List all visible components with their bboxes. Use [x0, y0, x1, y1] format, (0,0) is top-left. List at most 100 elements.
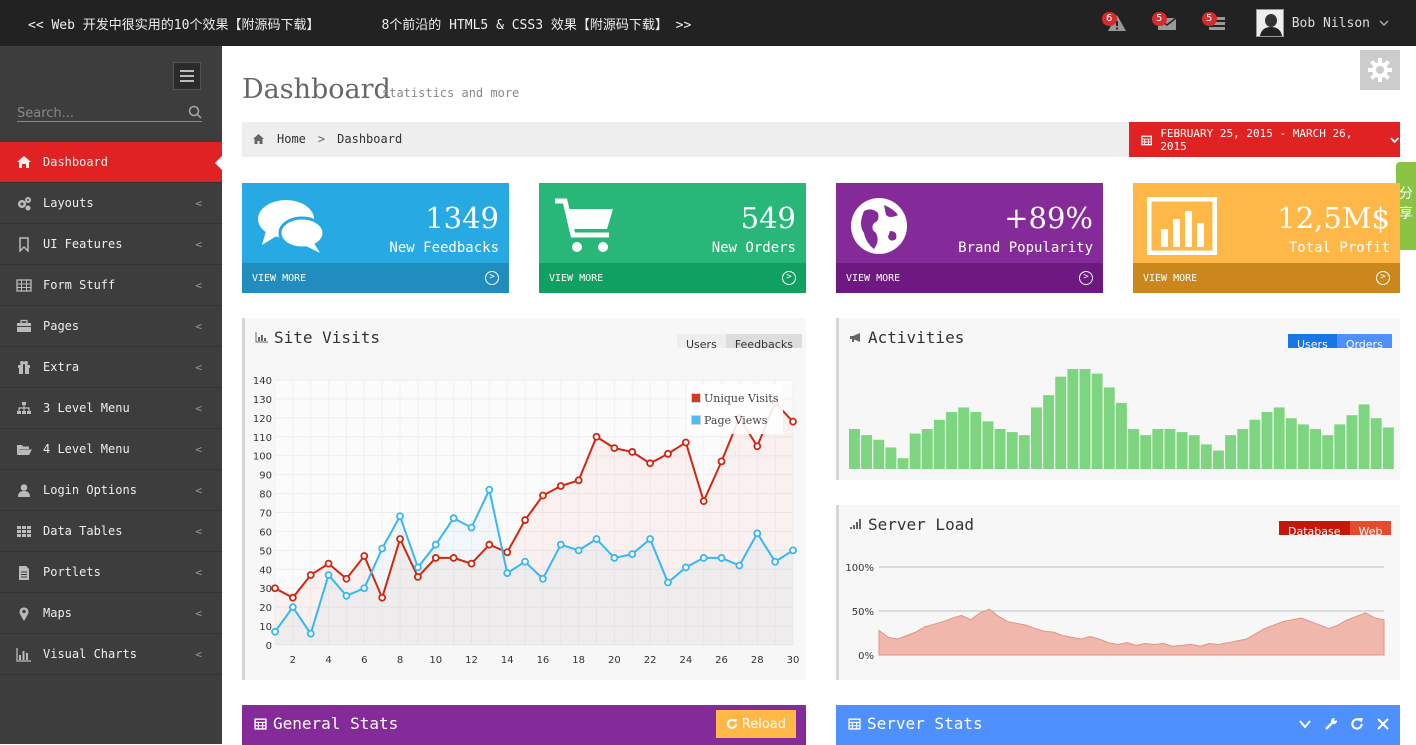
notifications-button[interactable]: 6	[1092, 6, 1142, 40]
tab-users[interactable]: Users	[677, 334, 726, 348]
sidebar-item-label: Dashboard	[43, 155, 109, 169]
sidebar-item-maps[interactable]: Maps <	[0, 593, 222, 634]
data-point	[449, 554, 458, 562]
data-point	[753, 442, 762, 451]
data-point	[664, 578, 672, 587]
tab-activities-users[interactable]: Users	[1288, 334, 1337, 348]
sidebar-item-portlets[interactable]: Portlets <	[0, 552, 222, 593]
view-more-link[interactable]: VIEW MORE >	[836, 263, 1103, 293]
data-point	[467, 559, 476, 568]
data-point	[699, 554, 708, 562]
data-point	[288, 593, 297, 602]
breadcrumb-current: Dashboard	[337, 132, 403, 146]
tab-web[interactable]: Web	[1349, 521, 1392, 535]
data-point	[610, 444, 619, 453]
bar-chart-icon	[1146, 196, 1218, 259]
sidebar-item-login-options[interactable]: Login Options <	[0, 470, 222, 511]
data-point	[378, 593, 387, 602]
stat-value: +89%	[1004, 201, 1093, 235]
x-tick-label: 28	[751, 655, 764, 666]
theme-settings-button[interactable]	[1360, 50, 1400, 90]
comments-icon	[256, 197, 326, 259]
data-point	[324, 559, 333, 568]
chevron-down-icon	[1389, 137, 1399, 143]
stat-label: Brand Popularity	[958, 240, 1093, 256]
user-menu[interactable]: Bob Nilson	[1255, 9, 1390, 37]
reload-button[interactable]: Reload	[715, 710, 796, 738]
data-point	[467, 523, 476, 532]
home-icon	[253, 134, 264, 144]
sidebar-item-4-level-menu[interactable]: 4 Level Menu <	[0, 429, 222, 470]
y-tick-label: 10	[259, 622, 272, 633]
th-icon	[15, 524, 32, 538]
next-article-link[interactable]: 8个前沿的 HTML5 & CSS3 效果【附源码下载】 >>	[381, 18, 692, 33]
wrench-icon[interactable]	[1324, 717, 1338, 731]
data-point	[664, 449, 672, 458]
sidebar-item-ui-features[interactable]: UI Features <	[0, 224, 222, 265]
breadcrumb-home-link[interactable]: Home	[277, 132, 306, 146]
sidebar-item-layouts[interactable]: Layouts <	[0, 183, 222, 224]
view-more-link[interactable]: VIEW MORE >	[1133, 263, 1400, 293]
tasks-button[interactable]: 5	[1192, 6, 1242, 40]
chevron-left-icon: <	[195, 484, 202, 497]
server-stats-title: Server Stats	[867, 714, 983, 733]
data-point	[324, 571, 333, 579]
data-point	[574, 546, 583, 555]
sidebar-item-visual-charts[interactable]: Visual Charts <	[0, 634, 222, 675]
search-icon[interactable]	[188, 105, 202, 119]
avatar	[1255, 9, 1284, 37]
prev-article-link[interactable]: << Web 开发中很实用的10个效果【附源码下载】	[28, 18, 320, 33]
sidebar-item-pages[interactable]: Pages <	[0, 306, 222, 347]
sidebar-toggle-button[interactable]	[173, 62, 201, 90]
sidebar-item-dashboard[interactable]: Dashboard	[0, 142, 223, 183]
site-visits-legend: Unique Visits Page Views	[687, 384, 783, 434]
sidebar-item-form-stuff[interactable]: Form Stuff <	[0, 265, 222, 306]
data-point	[396, 535, 404, 543]
activity-bar	[1006, 432, 1018, 469]
tab-activities-orders[interactable]: Orders	[1336, 334, 1392, 348]
legend-swatch-unique	[691, 393, 701, 403]
close-icon[interactable]	[1376, 717, 1390, 731]
general-stats-header: General Stats Reload	[242, 705, 806, 745]
data-point	[449, 514, 458, 523]
x-tick-label: 4	[325, 655, 331, 666]
tasks-badge: 5	[1201, 12, 1217, 26]
activity-bar	[946, 412, 957, 469]
data-point	[485, 540, 494, 549]
data-point	[771, 557, 780, 566]
sidebar-item-label: 3 Level Menu	[43, 401, 130, 415]
home-icon	[15, 155, 32, 169]
view-more-link[interactable]: VIEW MORE >	[242, 263, 509, 293]
sidebar-item-extra[interactable]: Extra <	[0, 347, 222, 388]
sidebar-item-3-level-menu[interactable]: 3 Level Menu <	[0, 388, 222, 429]
inbox-button[interactable]: 5	[1142, 6, 1192, 40]
view-more-link[interactable]: VIEW MORE >	[539, 263, 806, 293]
data-point	[360, 584, 369, 593]
activity-bar	[1018, 435, 1030, 469]
activity-bar	[933, 419, 945, 469]
data-point	[735, 561, 744, 570]
x-tick-label: 30	[787, 655, 800, 666]
chevron-left-icon: <	[195, 443, 202, 456]
sitemap-icon	[15, 401, 32, 415]
stat-tile-2: 549 New Orders VIEW MORE >	[539, 183, 806, 293]
warning-icon	[1107, 15, 1126, 31]
y-tick-label: 20	[259, 603, 272, 614]
sidebar-item-data-tables[interactable]: Data Tables <	[0, 511, 222, 552]
sidebar-item-label: Form Stuff	[43, 278, 116, 292]
bookmark-icon	[15, 236, 32, 252]
globe-icon	[850, 197, 908, 259]
share-button[interactable]: 分享	[1396, 162, 1416, 250]
date-range-picker[interactable]: FEBRUARY 25, 2015 - MARCH 26, 2015	[1129, 122, 1400, 157]
collapse-icon[interactable]	[1298, 717, 1312, 731]
data-point	[556, 482, 565, 490]
gift-icon	[15, 360, 32, 374]
briefcase-icon	[15, 319, 32, 333]
search-input[interactable]	[17, 104, 177, 123]
refresh-icon[interactable]	[1350, 717, 1364, 731]
data-point	[628, 550, 637, 559]
stat-value: 12,5M$	[1277, 201, 1390, 235]
activity-bar	[1297, 424, 1309, 469]
tab-feedbacks[interactable]: Feedbacks	[725, 334, 802, 348]
tab-database[interactable]: Database	[1279, 521, 1350, 535]
